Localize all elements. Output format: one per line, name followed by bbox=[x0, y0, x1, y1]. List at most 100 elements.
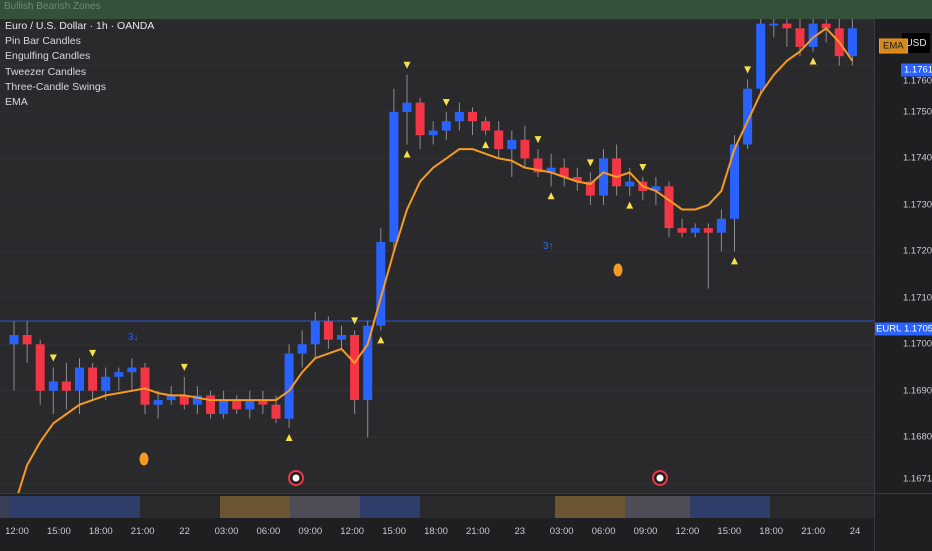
bullish-candle bbox=[402, 74, 412, 145]
symbol-title[interactable]: Euro / U.S. Dollar · 1h · OANDA bbox=[5, 20, 155, 32]
bullish-candle bbox=[546, 153, 556, 187]
candle-body bbox=[769, 23, 779, 26]
price-tick-label: 1.17100 bbox=[903, 292, 932, 304]
bullish-candle bbox=[690, 223, 700, 238]
price-tick-label: 1.17000 bbox=[903, 338, 932, 350]
candle-body bbox=[821, 23, 831, 29]
time-tick-label: 18:00 bbox=[759, 526, 784, 537]
indicator-three-candle-swings[interactable]: Three-Candle Swings bbox=[5, 80, 106, 93]
indicator-pin-bar[interactable]: Pin Bar Candles bbox=[5, 35, 81, 48]
session-segment bbox=[625, 496, 690, 518]
bullish-candle bbox=[454, 102, 464, 131]
indicator-tweezer[interactable]: Tweezer Candles bbox=[5, 65, 87, 78]
session-segment bbox=[0, 496, 10, 518]
ema-line bbox=[17, 27, 854, 493]
bearish-candle bbox=[664, 181, 674, 238]
time-tick-label: 03:00 bbox=[214, 526, 239, 537]
event-flag-icon[interactable] bbox=[652, 470, 668, 486]
session-segment bbox=[555, 496, 625, 518]
bullish-candle bbox=[507, 130, 517, 177]
bearish-candle bbox=[350, 330, 360, 414]
bullish-candle bbox=[337, 325, 346, 349]
time-tick-label: 22 bbox=[179, 526, 190, 537]
candle-body bbox=[9, 335, 19, 345]
bearish-candle bbox=[795, 19, 805, 57]
sell-signal-marker bbox=[744, 66, 752, 74]
session-segment bbox=[10, 496, 140, 518]
currency-button[interactable]: USD bbox=[902, 33, 930, 53]
time-tick-label: 12:00 bbox=[675, 526, 700, 537]
candle-body bbox=[651, 186, 661, 191]
price-tick-label: 1.17200 bbox=[903, 245, 932, 257]
session-highlight-strip bbox=[0, 496, 874, 518]
candle-body bbox=[127, 367, 137, 373]
sell-signal-marker bbox=[49, 354, 57, 362]
bearish-candle bbox=[612, 144, 622, 196]
candles bbox=[9, 19, 857, 438]
price-tick-label: 1.17500 bbox=[903, 106, 932, 118]
candle-body bbox=[730, 144, 739, 219]
price-axis[interactable]: USD 1.17500 1.17400 1.17300 1.17200 1.17100 1… bbox=[874, 19, 932, 493]
candle-body bbox=[572, 177, 582, 182]
time-tick-label: 12:00 bbox=[5, 526, 29, 537]
candle-body bbox=[35, 344, 45, 391]
candle-body bbox=[468, 111, 477, 122]
bullish-candle bbox=[743, 79, 753, 150]
bearish-candle bbox=[572, 167, 582, 191]
bullish-candle bbox=[192, 386, 202, 414]
time-tick-label: 15:00 bbox=[382, 526, 406, 537]
marker-price-badge: 1.17050 bbox=[901, 322, 932, 336]
bullish-candle bbox=[389, 88, 399, 252]
buy-signal-marker bbox=[547, 192, 555, 200]
bearish-candle bbox=[559, 158, 569, 187]
bullish-candle bbox=[127, 358, 137, 391]
chart-pane[interactable]: 3↓ 3↑ bbox=[0, 19, 874, 493]
candle-body bbox=[677, 228, 687, 233]
bullish-candle bbox=[756, 19, 766, 94]
candle-body bbox=[48, 381, 58, 391]
bullish-candle bbox=[153, 390, 163, 419]
candle-body bbox=[402, 102, 412, 112]
candle-body bbox=[114, 372, 124, 377]
sell-signal-marker bbox=[442, 98, 450, 106]
event-flag-icon[interactable] bbox=[288, 470, 304, 486]
candle-body bbox=[310, 321, 320, 345]
time-tick-label: 03:00 bbox=[549, 526, 574, 537]
price-chart-canvas[interactable]: 3↓ 3↑ bbox=[0, 19, 874, 493]
price-tick-label: 1.17300 bbox=[903, 199, 932, 211]
candle-body bbox=[179, 395, 189, 405]
time-axis[interactable]: 12:00 15:00 18:00 21:00 22 03:00 06:00 09:00 12:… bbox=[0, 493, 874, 551]
bullish-candle bbox=[730, 135, 739, 252]
candle-body bbox=[88, 367, 98, 391]
bearish-candle bbox=[821, 19, 831, 43]
candle-body bbox=[664, 186, 674, 229]
candle-body bbox=[808, 23, 818, 47]
bullish-candle bbox=[847, 19, 857, 66]
signal-markers bbox=[49, 57, 817, 466]
time-tick-label: 06:00 bbox=[591, 526, 616, 537]
bullish-candle bbox=[769, 19, 779, 38]
candle-body bbox=[258, 400, 268, 405]
time-tick-label: 15:00 bbox=[47, 526, 71, 537]
bullish-candle bbox=[808, 19, 818, 52]
candle-body bbox=[206, 395, 215, 414]
price-tick-label: 1.16800 bbox=[903, 431, 932, 443]
candle-body bbox=[337, 335, 346, 340]
candle-body bbox=[245, 400, 255, 410]
indicator-ema[interactable]: EMA bbox=[5, 96, 28, 109]
session-segment bbox=[690, 496, 770, 518]
candle-body bbox=[140, 367, 150, 405]
buy-signal-marker bbox=[377, 336, 385, 344]
time-tick-label: 21:00 bbox=[801, 526, 825, 537]
bullish-candle bbox=[48, 367, 58, 414]
top-toolbar: Bullish Bearish Zones bbox=[0, 0, 932, 19]
session-segment bbox=[290, 496, 360, 518]
buy-signal-marker bbox=[482, 141, 490, 149]
candle-body bbox=[428, 130, 438, 136]
indicator-engulfing[interactable]: Engulfing Candles bbox=[5, 50, 91, 63]
indicator-ghost-label: Bullish Bearish Zones bbox=[4, 1, 101, 12]
bearish-candle bbox=[585, 172, 595, 205]
time-tick-label: 18:00 bbox=[424, 526, 448, 537]
buy-signal-marker bbox=[809, 57, 817, 65]
session-segment bbox=[770, 496, 874, 518]
